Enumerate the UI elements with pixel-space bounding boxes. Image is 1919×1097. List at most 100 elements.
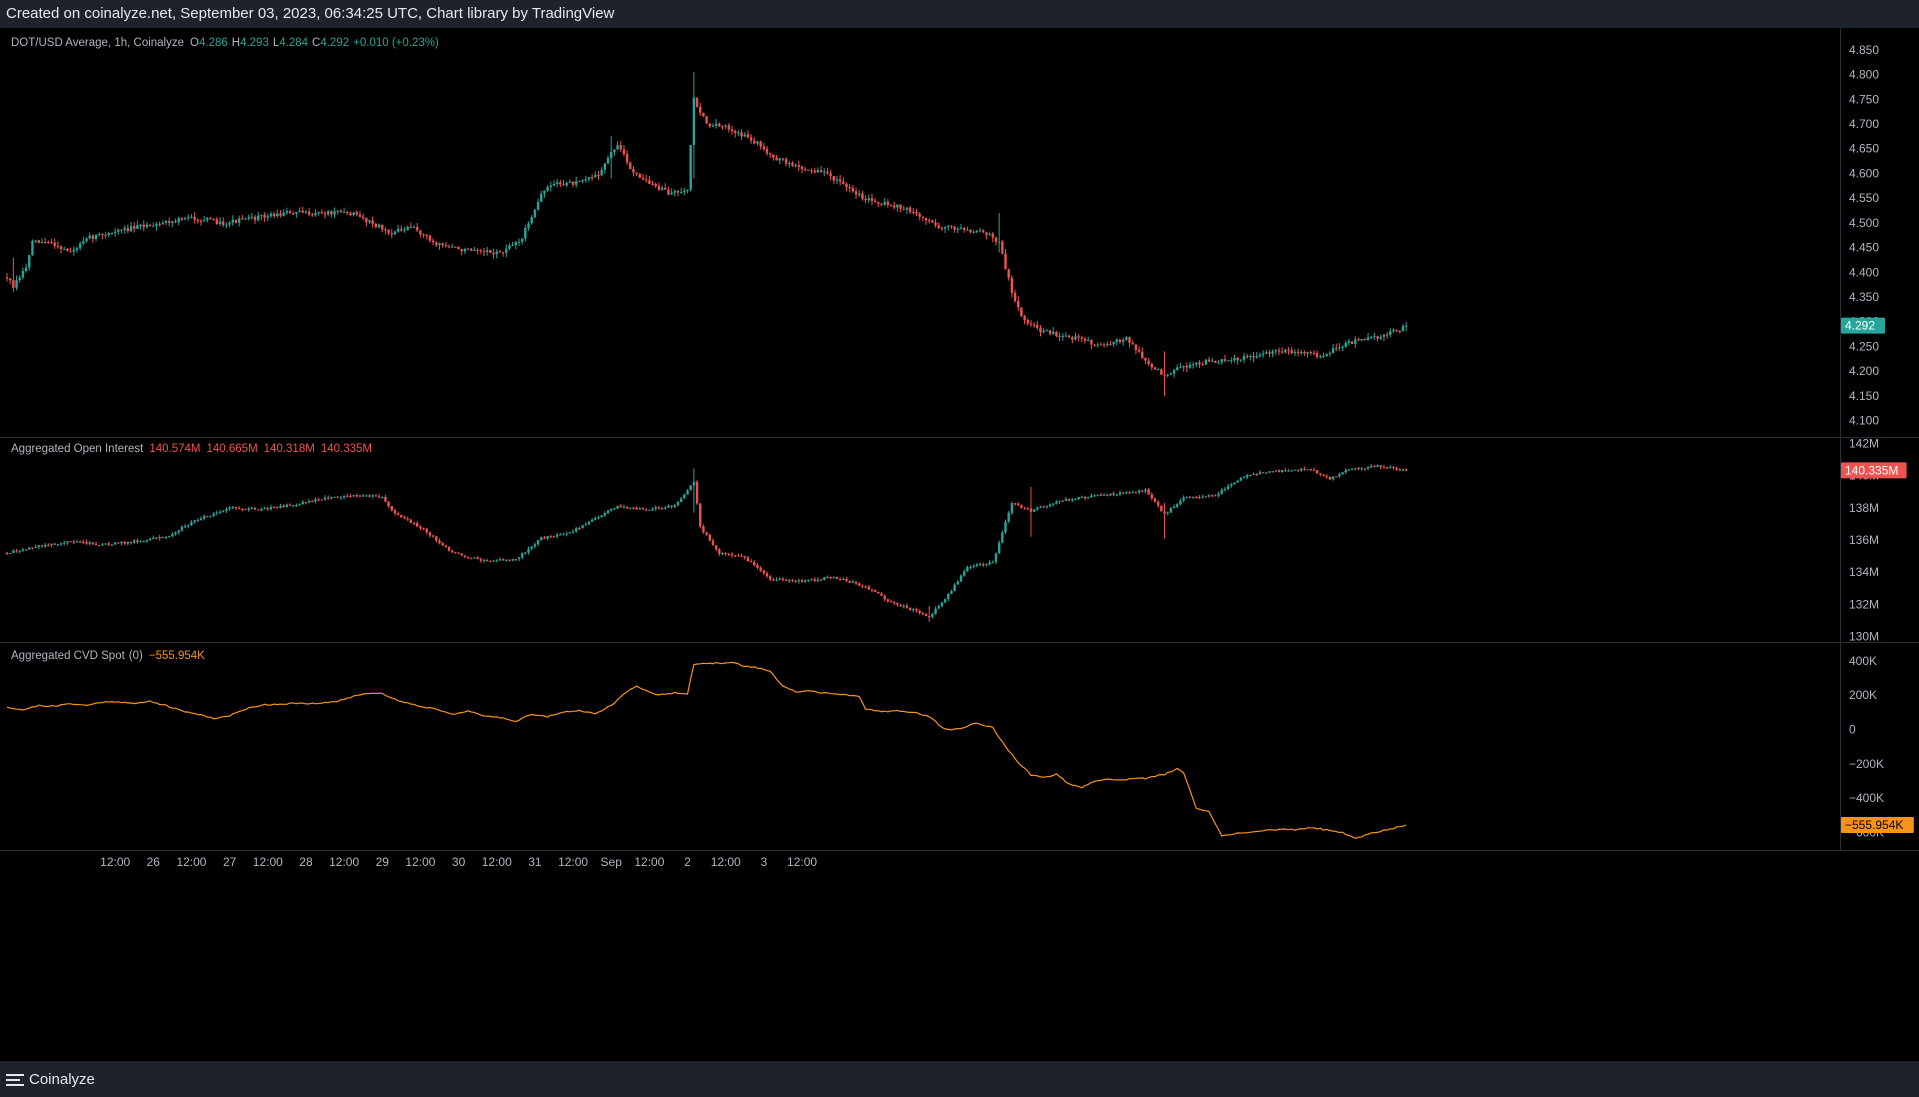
candle-body bbox=[1007, 269, 1010, 278]
candle-body bbox=[578, 528, 581, 530]
candle bbox=[196, 518, 199, 522]
candle bbox=[565, 531, 568, 537]
candle-body bbox=[342, 495, 346, 498]
cvd-legend[interactable]: Aggregated CVD Spot (0) −555.954K bbox=[11, 650, 205, 662]
candle bbox=[956, 227, 960, 234]
candle-body bbox=[530, 217, 533, 224]
candle bbox=[66, 247, 69, 252]
candle bbox=[578, 526, 581, 531]
candle bbox=[43, 542, 47, 549]
chart-credit-text: Created on coinalyze.net, September 03, … bbox=[6, 5, 615, 22]
candle-body bbox=[1052, 331, 1055, 334]
candle-body bbox=[1128, 492, 1131, 494]
candle-body bbox=[1341, 472, 1344, 475]
candle bbox=[501, 558, 505, 561]
candle-body bbox=[969, 229, 972, 233]
chart-canvas[interactable]: 4.1004.1504.2004.2504.3004.3504.4004.450… bbox=[0, 28, 1919, 1061]
candle bbox=[212, 511, 215, 518]
candle bbox=[1191, 361, 1195, 369]
price-legend[interactable]: DOT/USD Average, 1h, Coinalyze O4.286 H4.2… bbox=[11, 37, 439, 49]
candle-body bbox=[1319, 356, 1322, 358]
legend-h-value: 4.293 bbox=[240, 37, 269, 49]
candle bbox=[835, 176, 839, 185]
candle bbox=[549, 181, 552, 192]
candle-body bbox=[794, 165, 797, 167]
candle bbox=[1290, 469, 1293, 472]
candle bbox=[1001, 530, 1004, 544]
candle-body bbox=[934, 608, 937, 614]
candle bbox=[632, 165, 635, 177]
candle-body bbox=[988, 233, 991, 235]
candle bbox=[253, 214, 257, 225]
candle-body bbox=[307, 211, 311, 215]
candle-body bbox=[1300, 352, 1303, 354]
candle-body bbox=[177, 530, 180, 533]
candle-body bbox=[835, 179, 839, 181]
candle bbox=[276, 506, 279, 509]
candle bbox=[1179, 362, 1182, 369]
candle-body bbox=[705, 116, 708, 124]
candle bbox=[1312, 467, 1316, 472]
candle-body bbox=[1401, 469, 1405, 471]
menu-icon[interactable] bbox=[6, 1073, 24, 1086]
candle-body bbox=[1392, 329, 1395, 332]
candle-body bbox=[937, 225, 940, 228]
candle bbox=[133, 222, 136, 233]
candle bbox=[218, 509, 222, 515]
candle bbox=[28, 254, 31, 271]
candle bbox=[870, 588, 874, 593]
candle bbox=[282, 504, 285, 508]
candle-body bbox=[260, 214, 263, 216]
candle-body bbox=[536, 201, 540, 210]
candle bbox=[1096, 494, 1099, 497]
candle-body bbox=[807, 169, 810, 171]
candle-body bbox=[670, 505, 673, 507]
candle bbox=[1370, 463, 1373, 469]
candle bbox=[314, 209, 317, 217]
candle bbox=[1023, 506, 1026, 510]
candle-body bbox=[381, 497, 384, 499]
candle bbox=[858, 189, 861, 198]
candle bbox=[1087, 496, 1090, 499]
candle-body bbox=[603, 513, 607, 516]
candle bbox=[721, 125, 724, 130]
candle bbox=[794, 163, 797, 168]
candle-body bbox=[638, 508, 642, 510]
x-tick-label: 12:00 bbox=[405, 855, 435, 869]
candle-body bbox=[832, 577, 835, 579]
chart-area[interactable]: 4.1004.1504.2004.2504.3004.3504.4004.450… bbox=[0, 28, 1919, 1061]
candle bbox=[1010, 274, 1014, 298]
candle-body bbox=[546, 186, 549, 191]
candle bbox=[1172, 368, 1176, 378]
candle-body bbox=[222, 221, 225, 225]
candle-body bbox=[8, 278, 12, 281]
candle bbox=[991, 560, 994, 564]
candle-body bbox=[183, 526, 187, 528]
candle bbox=[877, 201, 880, 207]
candle bbox=[250, 212, 254, 220]
candle bbox=[1315, 469, 1319, 475]
candle bbox=[1147, 357, 1150, 366]
candle bbox=[1074, 332, 1077, 341]
candle-body bbox=[136, 540, 139, 542]
candle-body bbox=[101, 544, 104, 546]
candle-body bbox=[1255, 473, 1258, 475]
candle bbox=[98, 232, 101, 237]
candle bbox=[247, 214, 250, 221]
candle-body bbox=[161, 222, 165, 225]
candle-body bbox=[164, 537, 168, 539]
candle bbox=[145, 222, 149, 229]
candle bbox=[234, 219, 238, 224]
oi-legend[interactable]: Aggregated Open Interest 140.574M 140.665M… bbox=[11, 443, 372, 455]
candle bbox=[193, 519, 196, 524]
candle bbox=[1121, 337, 1125, 346]
last-value-badge: 140.335M bbox=[1841, 462, 1907, 479]
candle bbox=[673, 503, 676, 509]
candle-body bbox=[1315, 353, 1319, 357]
candle-body bbox=[196, 219, 199, 222]
candle bbox=[361, 493, 365, 497]
candle-body bbox=[1268, 471, 1271, 473]
candle bbox=[543, 535, 546, 540]
last-value-badge: 4.292 bbox=[1841, 317, 1885, 334]
candle bbox=[699, 503, 702, 529]
